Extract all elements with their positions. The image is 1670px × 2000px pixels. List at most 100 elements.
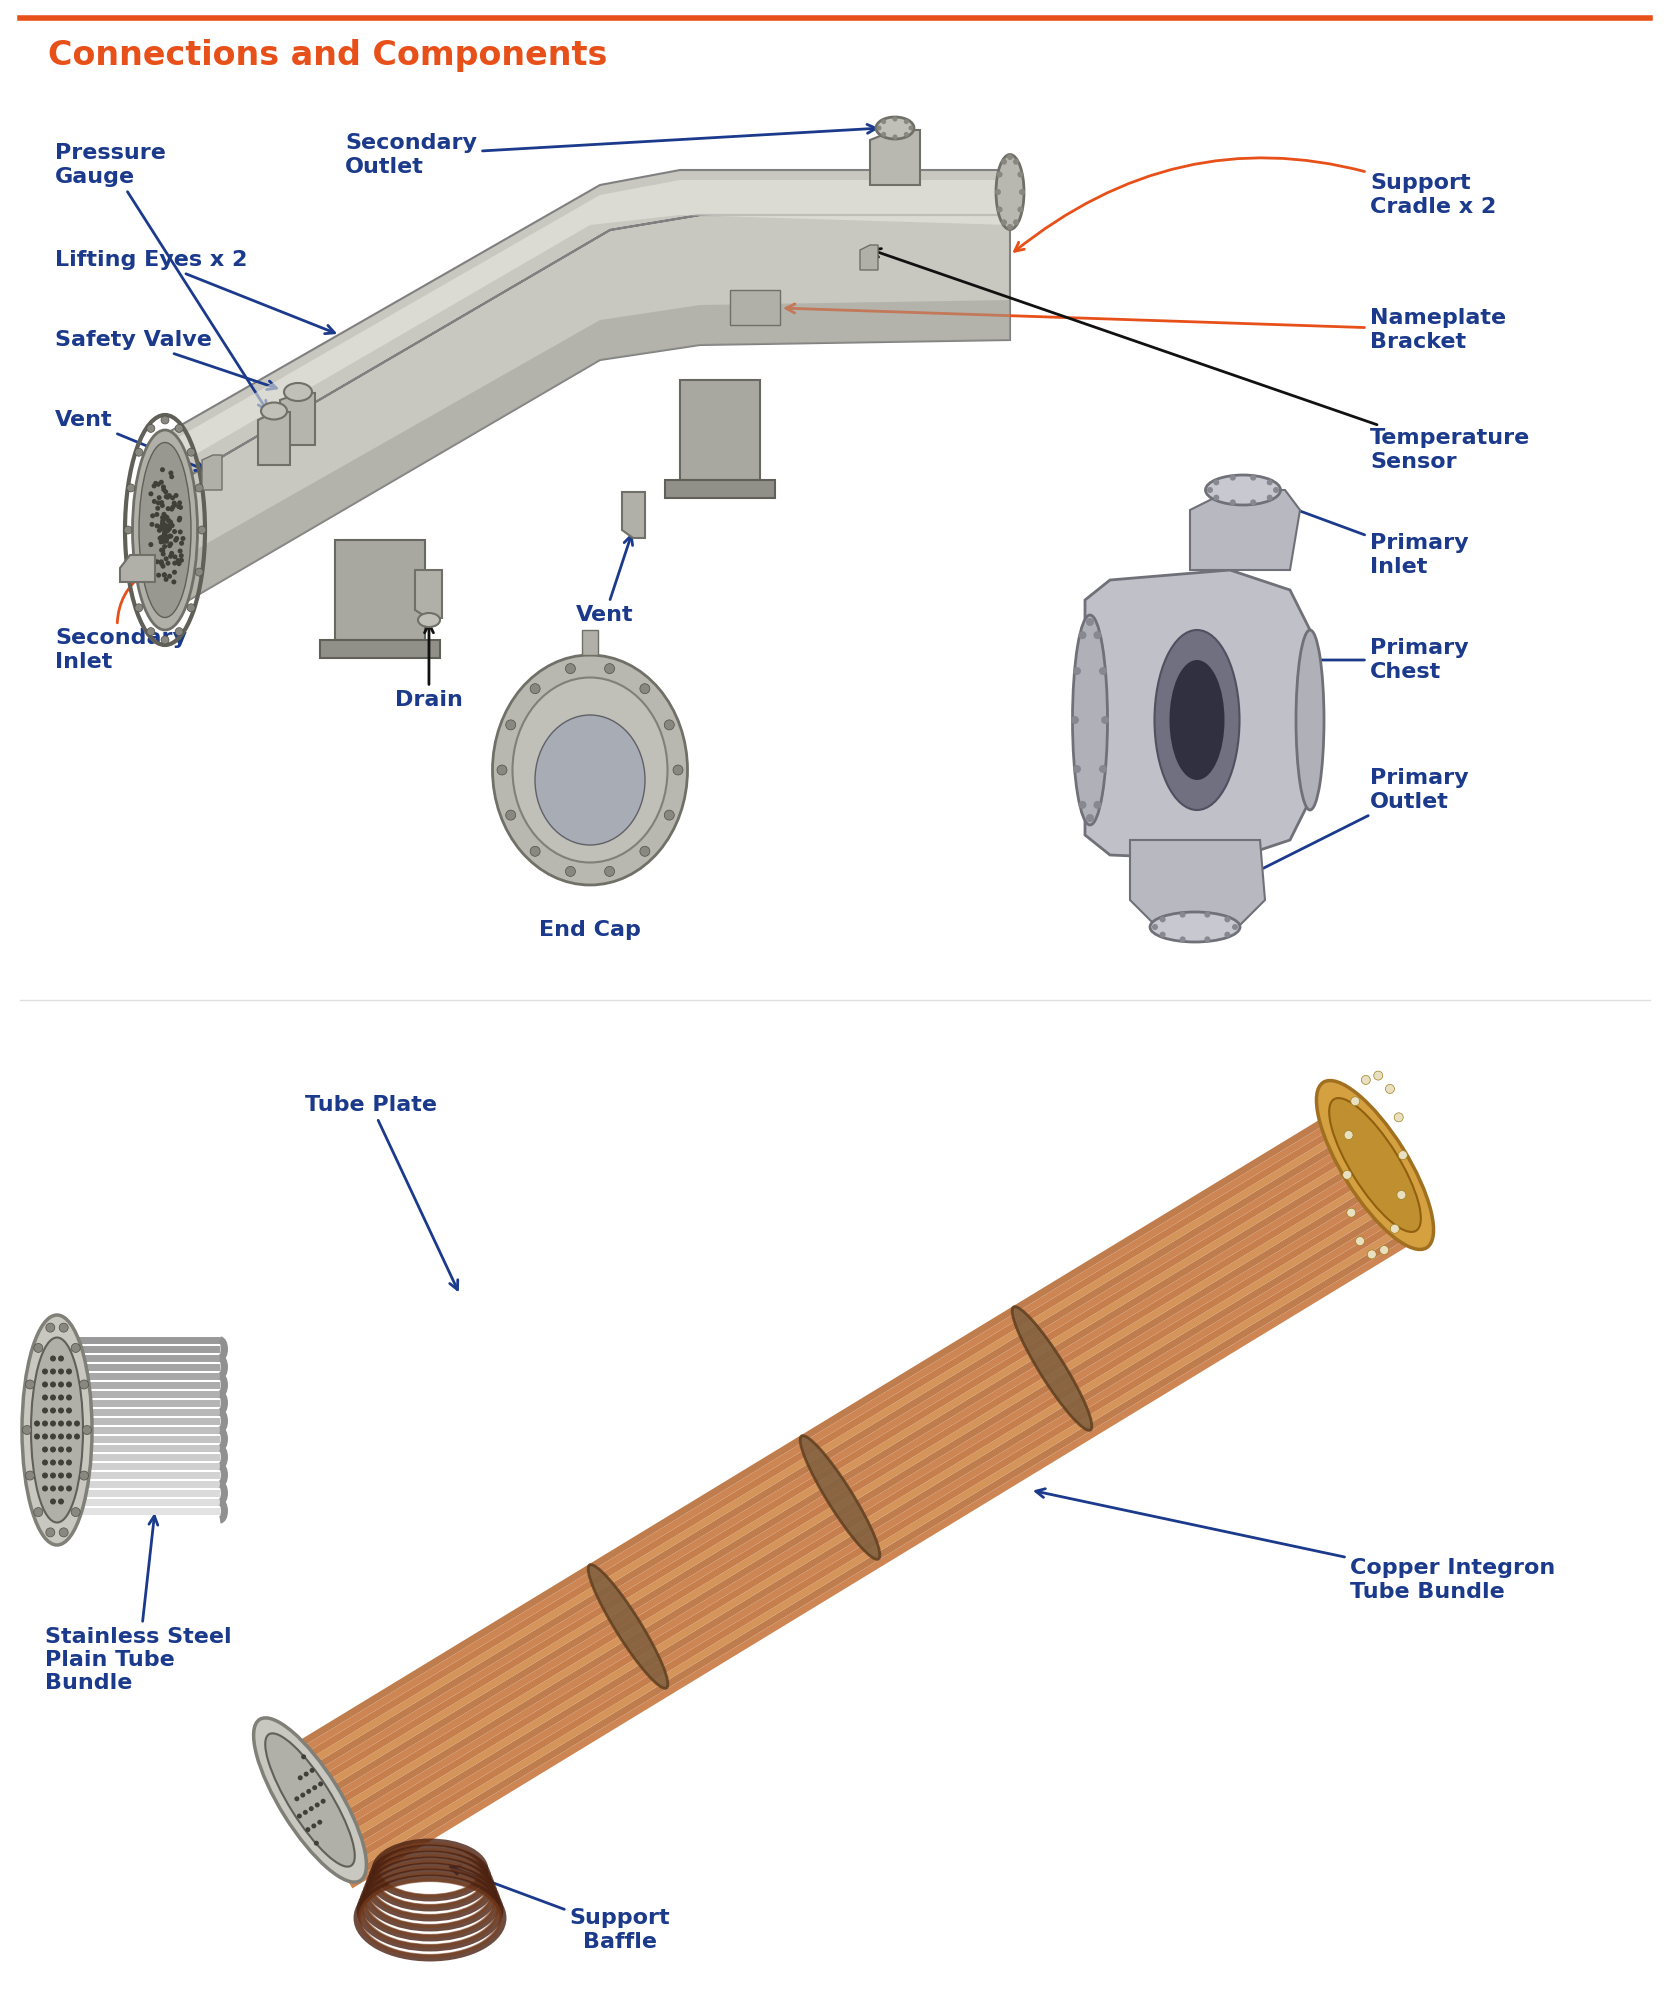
Circle shape bbox=[162, 538, 167, 544]
Ellipse shape bbox=[254, 1718, 366, 1882]
Circle shape bbox=[498, 764, 508, 774]
Circle shape bbox=[1268, 494, 1273, 500]
Circle shape bbox=[167, 518, 172, 524]
Ellipse shape bbox=[1296, 630, 1324, 810]
Circle shape bbox=[1086, 814, 1094, 822]
Circle shape bbox=[1007, 224, 1014, 230]
Circle shape bbox=[665, 720, 675, 730]
Circle shape bbox=[529, 846, 539, 856]
Circle shape bbox=[159, 534, 164, 540]
Circle shape bbox=[1346, 1208, 1356, 1218]
Circle shape bbox=[1019, 190, 1025, 196]
Circle shape bbox=[1251, 500, 1256, 506]
Circle shape bbox=[165, 494, 170, 500]
Circle shape bbox=[73, 1434, 80, 1440]
Circle shape bbox=[58, 1420, 63, 1426]
Circle shape bbox=[155, 500, 160, 506]
Polygon shape bbox=[155, 170, 1010, 620]
Circle shape bbox=[187, 448, 195, 456]
Circle shape bbox=[152, 484, 157, 488]
Circle shape bbox=[165, 560, 170, 566]
Circle shape bbox=[1229, 500, 1236, 506]
Circle shape bbox=[566, 664, 576, 674]
Circle shape bbox=[301, 1792, 306, 1798]
Ellipse shape bbox=[877, 116, 913, 140]
Circle shape bbox=[162, 526, 167, 532]
Circle shape bbox=[160, 468, 165, 472]
Circle shape bbox=[1094, 800, 1102, 808]
Text: Secondary
Inlet: Secondary Inlet bbox=[55, 574, 187, 672]
Circle shape bbox=[169, 474, 174, 480]
Polygon shape bbox=[160, 180, 1010, 474]
Circle shape bbox=[157, 536, 162, 540]
Circle shape bbox=[162, 544, 167, 550]
Text: Tube Plate: Tube Plate bbox=[306, 1096, 458, 1290]
Circle shape bbox=[1014, 220, 1019, 226]
Circle shape bbox=[1204, 912, 1211, 918]
Circle shape bbox=[33, 1434, 40, 1440]
Circle shape bbox=[165, 534, 170, 540]
Circle shape bbox=[1204, 936, 1211, 942]
Ellipse shape bbox=[132, 430, 197, 630]
Circle shape bbox=[164, 556, 169, 562]
Circle shape bbox=[25, 1380, 35, 1388]
Circle shape bbox=[172, 580, 177, 584]
Circle shape bbox=[1214, 480, 1219, 486]
Circle shape bbox=[177, 516, 182, 520]
Circle shape bbox=[58, 1528, 68, 1536]
Circle shape bbox=[997, 172, 1002, 178]
Text: Drain: Drain bbox=[396, 624, 463, 710]
Circle shape bbox=[302, 1810, 307, 1814]
Text: Vent: Vent bbox=[55, 410, 204, 470]
Ellipse shape bbox=[493, 656, 688, 884]
Circle shape bbox=[167, 524, 172, 528]
Circle shape bbox=[169, 506, 174, 512]
Circle shape bbox=[170, 522, 175, 528]
Circle shape bbox=[160, 564, 165, 568]
Circle shape bbox=[1017, 172, 1024, 178]
Polygon shape bbox=[416, 570, 443, 618]
Circle shape bbox=[177, 500, 182, 506]
Polygon shape bbox=[1086, 570, 1309, 860]
Circle shape bbox=[149, 492, 154, 496]
Circle shape bbox=[164, 536, 169, 542]
Circle shape bbox=[160, 502, 165, 508]
Ellipse shape bbox=[1316, 1080, 1433, 1250]
Circle shape bbox=[160, 484, 165, 490]
Circle shape bbox=[149, 542, 154, 548]
Ellipse shape bbox=[513, 678, 668, 862]
Circle shape bbox=[155, 506, 160, 510]
Circle shape bbox=[172, 530, 177, 534]
Circle shape bbox=[45, 1324, 55, 1332]
Circle shape bbox=[80, 1472, 89, 1480]
Text: Temperature
Sensor: Temperature Sensor bbox=[872, 248, 1530, 472]
Circle shape bbox=[1251, 474, 1256, 480]
Circle shape bbox=[164, 538, 169, 544]
Circle shape bbox=[159, 526, 164, 532]
Circle shape bbox=[124, 526, 132, 534]
Circle shape bbox=[42, 1434, 48, 1440]
Circle shape bbox=[154, 512, 159, 516]
Circle shape bbox=[150, 574, 155, 578]
Circle shape bbox=[152, 498, 157, 504]
Ellipse shape bbox=[284, 384, 312, 400]
Circle shape bbox=[195, 484, 204, 492]
Circle shape bbox=[159, 540, 164, 544]
Circle shape bbox=[177, 530, 182, 534]
Ellipse shape bbox=[261, 402, 287, 420]
Circle shape bbox=[314, 1802, 319, 1808]
Circle shape bbox=[160, 538, 165, 544]
Circle shape bbox=[1268, 480, 1273, 486]
Circle shape bbox=[175, 628, 184, 636]
Circle shape bbox=[167, 518, 172, 524]
Ellipse shape bbox=[534, 716, 645, 844]
Circle shape bbox=[1398, 1150, 1408, 1160]
Circle shape bbox=[1356, 1236, 1364, 1246]
Circle shape bbox=[172, 560, 177, 566]
Circle shape bbox=[58, 1394, 63, 1400]
Circle shape bbox=[160, 534, 165, 538]
Circle shape bbox=[67, 1472, 72, 1478]
Text: Connections and Components: Connections and Components bbox=[48, 38, 608, 72]
Circle shape bbox=[58, 1460, 63, 1466]
Circle shape bbox=[150, 554, 155, 560]
